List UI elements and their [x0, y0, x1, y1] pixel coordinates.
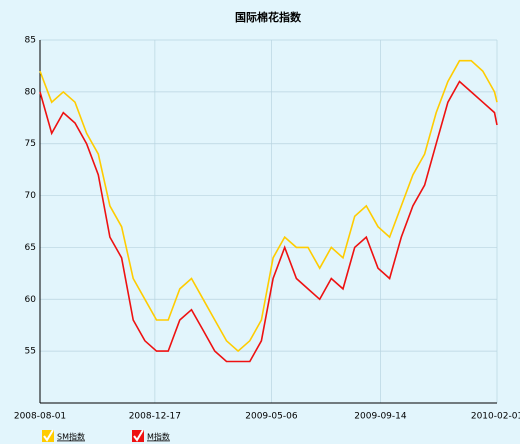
legend-check	[43, 429, 54, 442]
legend-label: M指数	[147, 432, 170, 442]
y-tick-label: 80	[25, 87, 37, 97]
y-tick-label: 85	[25, 36, 36, 46]
y-tick-label: 75	[25, 139, 36, 149]
y-tick-label: 70	[25, 191, 37, 201]
y-tick-label: 55	[25, 347, 36, 357]
y-tick-label: 65	[25, 243, 36, 253]
x-tick-label: 2010-02-01	[471, 412, 520, 422]
legend-label: SM指数	[57, 432, 85, 442]
legend-check	[133, 429, 144, 442]
x-tick-label: 2008-08-01	[14, 412, 66, 422]
line	[39, 59, 498, 353]
line	[39, 80, 498, 363]
y-tick-label: 60	[25, 295, 37, 305]
x-tick-label: 2009-09-14	[354, 412, 407, 422]
x-tick-label: 2009-05-06	[245, 412, 298, 422]
x-tick-label: 2008-12-17	[129, 412, 181, 422]
chart-title: 国际棉花指数	[235, 10, 302, 24]
